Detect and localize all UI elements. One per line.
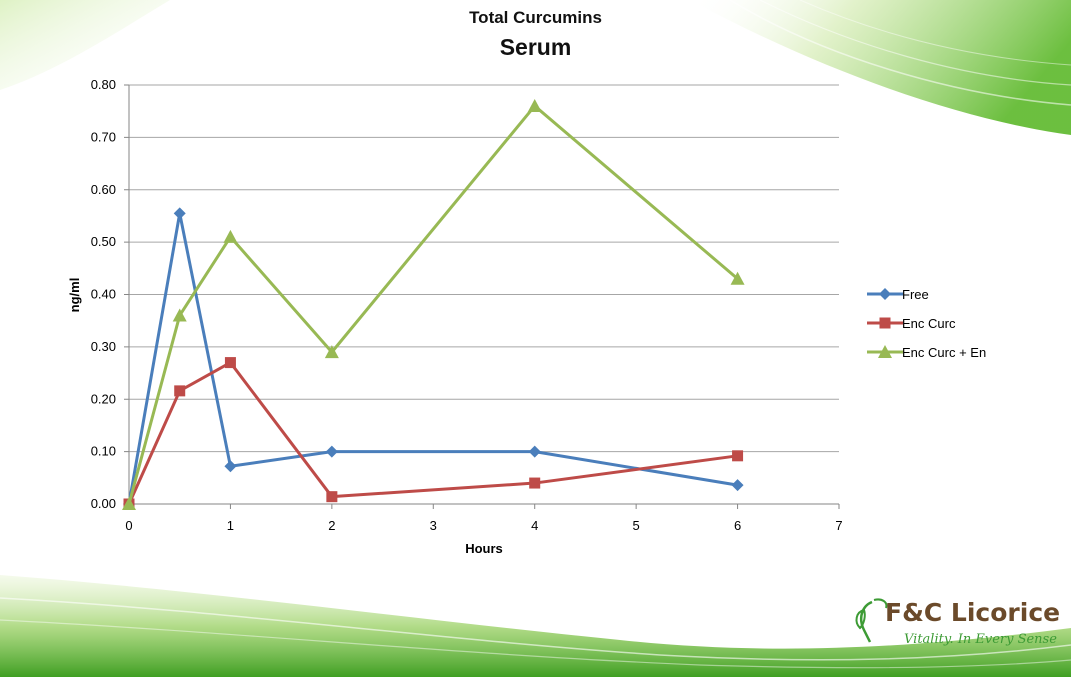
x-tick-label-1: 1 (227, 518, 234, 533)
x-axis-title: Hours (465, 541, 503, 556)
series-1-point-2 (224, 357, 236, 369)
series-line-0 (127, 211, 738, 505)
brand-tagline: Vitality. In Every Sense (904, 632, 1057, 647)
leaf-icon (855, 598, 888, 643)
series-0-point-5 (731, 479, 744, 492)
x-tick-label-4: 4 (531, 518, 538, 533)
legend-marker-1 (879, 317, 891, 329)
series-0-point-4 (528, 445, 541, 458)
y-tick-label-5: 0.50 (91, 234, 116, 249)
series-2-point-1 (172, 308, 187, 322)
x-tick-label-2: 2 (328, 518, 335, 533)
x-tick-label-0: 0 (125, 518, 132, 533)
series-0-point-2 (224, 460, 237, 473)
y-tick-label-0: 0.00 (91, 496, 116, 511)
y-tick-label-2: 0.20 (91, 391, 116, 406)
legend-item-1: Enc Curc (867, 316, 956, 331)
series-line-2 (127, 104, 739, 505)
y-tick-label-3: 0.30 (91, 339, 116, 354)
x-tick-label-7: 7 (835, 518, 842, 533)
y-axis-title: ng/ml (67, 278, 82, 313)
series-1 (123, 357, 744, 510)
y-axis-ticks: 0.00 0.10 0.20 0.30 0.40 0.50 0.60 0.70 0.80 (91, 77, 129, 511)
x-tick-label-5: 5 (633, 518, 640, 533)
series-0 (123, 207, 744, 510)
series-0-point-1 (173, 207, 186, 220)
series-1-point-4 (529, 477, 541, 489)
legend-item-0: Free (867, 287, 929, 302)
brand-logo: F&C Licorice Vitality. In Every Sense (852, 596, 1062, 656)
legend: Free Enc Curc Enc Curc + En (867, 287, 986, 360)
series-1-point-5 (732, 450, 744, 462)
legend-label-0: Free (902, 287, 929, 302)
legend-item-2: Enc Curc + En (867, 345, 986, 360)
series-2-point-0 (122, 497, 136, 510)
x-tick-label-6: 6 (734, 518, 741, 533)
brand-name: F&C Licorice (885, 598, 1061, 627)
series-1-point-3 (326, 491, 338, 503)
series-2-point-4 (527, 98, 542, 112)
legend-marker-2 (878, 345, 892, 358)
series-2 (122, 98, 745, 510)
legend-marker-0 (879, 288, 891, 300)
series-line-1 (127, 361, 738, 505)
grid (129, 84, 839, 453)
chart-subtitle: Serum (499, 34, 572, 60)
series-group (122, 98, 745, 510)
series-1-point-1 (174, 385, 186, 397)
series-0-point-3 (325, 445, 338, 458)
legend-label-1: Enc Curc (902, 316, 956, 331)
legend-label-2: Enc Curc + En (902, 345, 986, 360)
x-tick-label-3: 3 (430, 518, 437, 533)
x-axis-ticks: 0 1 2 3 4 5 6 7 (125, 504, 843, 533)
y-tick-label-8: 0.80 (91, 77, 116, 92)
y-tick-label-6: 0.60 (91, 182, 116, 197)
y-tick-label-7: 0.70 (91, 129, 116, 144)
series-2-point-2 (223, 229, 238, 243)
y-tick-label-4: 0.40 (91, 287, 116, 302)
chart-title: Total Curcumins (469, 8, 602, 27)
series-2-point-5 (730, 271, 745, 285)
series-2-point-3 (324, 345, 339, 359)
y-tick-label-1: 0.10 (91, 444, 116, 459)
